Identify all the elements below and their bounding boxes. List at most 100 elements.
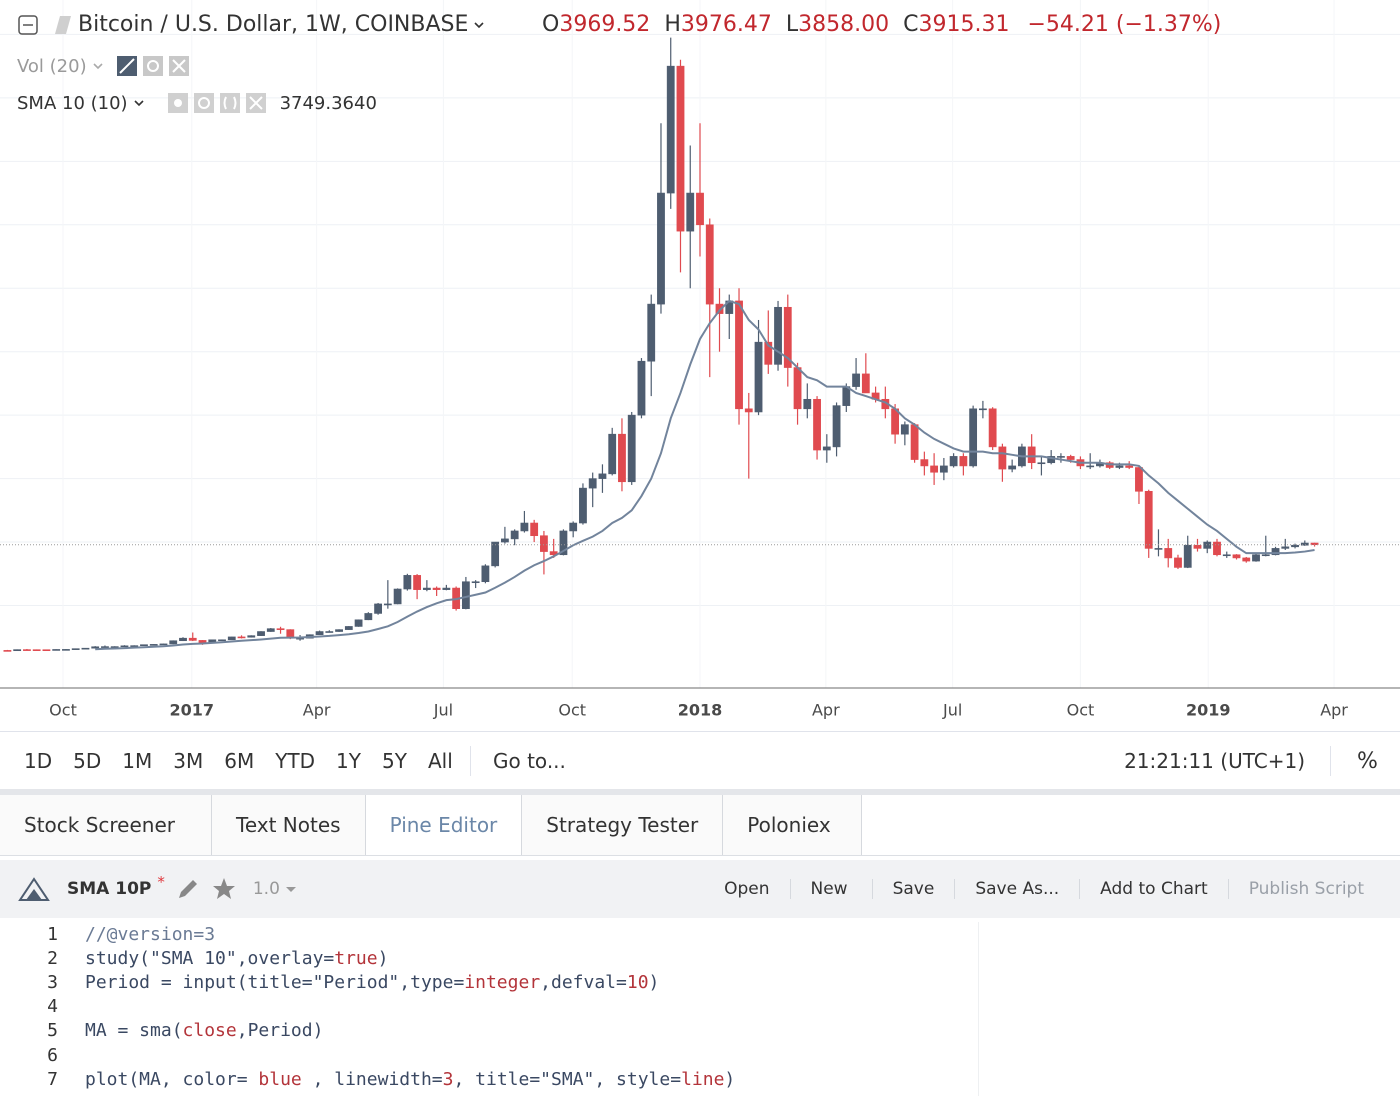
candle-body	[393, 588, 402, 605]
script-version[interactable]: 1.0	[252, 879, 280, 899]
code-token: ,defval=	[540, 971, 627, 993]
sma-icons[interactable]	[166, 91, 272, 115]
ohlc-label: L	[785, 12, 799, 37]
line-number: 4	[47, 996, 58, 1018]
candle-body	[32, 649, 41, 651]
candle-body	[442, 587, 451, 590]
timeframe-button[interactable]: 3M	[173, 749, 204, 773]
symbol-menu[interactable]	[472, 18, 486, 32]
candle-body	[978, 408, 987, 411]
timeframe-button[interactable]: YTD	[275, 749, 316, 773]
action-label: Add to Chart	[1100, 879, 1208, 899]
line-number: 3	[47, 971, 58, 993]
candle-body	[159, 643, 168, 646]
favorite-icon[interactable]	[211, 876, 237, 902]
tab[interactable]: Stock Screener	[0, 795, 212, 855]
x-tick-label: Jul	[433, 701, 453, 720]
candle-body	[1066, 456, 1075, 460]
volume-study: Vol (20)	[17, 55, 87, 77]
sma-study: SMA 10 (10)	[17, 92, 128, 114]
tab[interactable]: Poloniex	[723, 795, 862, 855]
candle-body	[140, 644, 148, 646]
timeframe-button[interactable]: 6M	[224, 749, 255, 773]
candle-body	[1037, 462, 1046, 465]
code-token: ,Period)	[236, 1020, 324, 1042]
code-token: )	[724, 1068, 736, 1090]
candle-body	[1222, 554, 1231, 557]
action-label: New	[810, 879, 848, 899]
timeframe-button[interactable]: 1Y	[336, 749, 361, 773]
timeframe-button[interactable]: 1M	[122, 749, 153, 773]
code-token: Period = input(title="Period",type=	[85, 971, 465, 993]
candle-body	[998, 446, 1007, 470]
code-token: , title="SMA", style=	[453, 1068, 682, 1090]
sma-menu[interactable]	[132, 96, 146, 110]
candle-body	[910, 424, 919, 460]
x-tick-label: Oct	[558, 701, 586, 720]
rename-icon[interactable]	[175, 876, 201, 902]
candle-body	[803, 398, 812, 410]
code-token: 3	[442, 1068, 454, 1090]
tab[interactable]: Pine Editor	[365, 795, 523, 855]
ohlc-value: 3976.47	[680, 12, 772, 37]
candle-body	[1125, 465, 1134, 468]
code-token: study("SMA 10",overlay=	[85, 947, 335, 969]
sma-line	[95, 299, 1315, 651]
candle-body	[666, 65, 675, 194]
volume-menu[interactable]	[91, 59, 105, 73]
version-menu[interactable]	[284, 882, 298, 896]
timeframe-button[interactable]: All	[427, 749, 453, 773]
editor-action[interactable]: Save	[871, 879, 955, 899]
candle-body	[1232, 554, 1241, 559]
tab[interactable]: Strategy Tester	[522, 795, 724, 855]
candle-body	[1144, 490, 1153, 549]
candle-body	[588, 478, 597, 489]
goto-button[interactable]: Go to...	[493, 749, 566, 773]
candle-body	[715, 303, 724, 314]
editor-action[interactable]: Add to Chart	[1079, 879, 1228, 899]
candle-body	[618, 433, 626, 483]
x-tick-label: Oct	[1067, 701, 1095, 720]
timeframe-button[interactable]: 5Y	[382, 749, 407, 773]
code-token: )	[377, 947, 389, 969]
action-label: Save As...	[975, 879, 1060, 899]
action-label: Publish Script	[1248, 879, 1364, 899]
code-token: plot(MA, color=	[85, 1068, 259, 1090]
candle-body	[822, 446, 831, 451]
timeframe-button[interactable]: 5D	[73, 749, 102, 773]
tab-label: Pine Editor	[389, 813, 498, 837]
editor-action[interactable]: Open	[704, 879, 789, 899]
percent-toggle[interactable]: %	[1357, 748, 1378, 774]
code-line: 4	[0, 995, 980, 1019]
candle-body	[266, 628, 275, 632]
candle-body	[520, 522, 529, 532]
editor-action: Publish Script	[1227, 879, 1384, 899]
candle-body	[1086, 465, 1095, 468]
candle-body	[169, 640, 178, 645]
candle-body	[1271, 548, 1280, 556]
candle-body	[1261, 554, 1270, 557]
tab[interactable]: Text Notes	[212, 795, 366, 855]
candle-body	[179, 637, 187, 642]
ohlc-label: C	[903, 12, 919, 37]
ohlc-legend: O 3969.52 H 3976.47 L 3858.00 C 3915.31 −54.21 (…	[542, 12, 1221, 37]
print-margin	[978, 922, 979, 1096]
code-line: 2 study("SMA 10",overlay= true)	[0, 946, 980, 970]
editor-action[interactable]: New	[789, 879, 872, 899]
editor-action[interactable]: Save As...	[954, 879, 1079, 899]
candle-body	[1213, 541, 1221, 556]
ohlc-value: 3969.52	[559, 12, 651, 37]
candle-body	[744, 408, 753, 413]
candle-body	[1242, 557, 1251, 562]
symbol-icon	[55, 15, 71, 34]
candle-body	[705, 224, 714, 305]
candle-body	[130, 645, 139, 647]
candle-body	[461, 581, 470, 609]
volume-icons[interactable]	[115, 54, 195, 78]
collapse-icon[interactable]	[18, 14, 38, 35]
timeframe-button[interactable]: 1D	[24, 749, 53, 773]
code-token: integer	[464, 971, 541, 993]
candle-body	[530, 522, 539, 537]
candle-body	[491, 541, 500, 567]
